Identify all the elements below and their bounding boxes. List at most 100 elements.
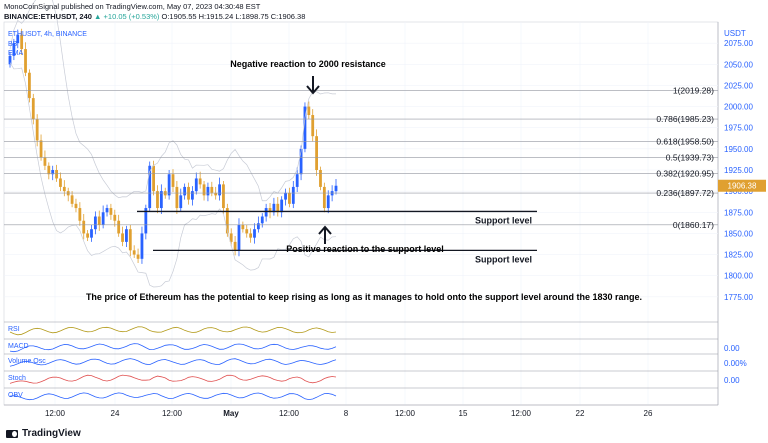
indicator-name: OBV — [8, 392, 23, 399]
legend-symbol: ETHUSDT, 4h, BINANCE — [8, 31, 87, 38]
candle-body — [315, 136, 318, 170]
y-tick-label: 2025.00 — [724, 81, 753, 90]
candle-body — [51, 170, 55, 175]
candle-body — [39, 140, 43, 158]
candle-body — [210, 186, 214, 193]
candle-body — [202, 184, 206, 196]
candle-body — [113, 214, 117, 221]
fib-level-label: 0.5(1939.73) — [666, 153, 714, 163]
x-tick-label: 8 — [344, 409, 349, 418]
down-arrow-icon — [306, 76, 320, 95]
indicator-name: Stoch — [8, 375, 26, 382]
y-tick-label: 2075.00 — [724, 39, 753, 48]
bollinger-upper — [9, 0, 337, 202]
y-tick-label: 1850.00 — [724, 229, 753, 238]
candle-body — [171, 174, 175, 187]
candle-body — [35, 119, 39, 141]
candle-body — [249, 233, 253, 238]
candle-body — [136, 254, 140, 259]
indicator-value: 0.00 — [724, 376, 740, 385]
candle-body — [12, 43, 16, 56]
resistance-annotation: Negative reaction to 2000 resistance — [230, 59, 386, 69]
candle-body — [311, 115, 315, 137]
candle-body — [148, 165, 152, 209]
candle-body — [140, 233, 144, 259]
candle-body — [218, 184, 221, 196]
fib-level-label: 1(2019.28) — [673, 85, 714, 95]
candle-body — [264, 208, 268, 217]
fib-level-label: 0.618(1958.50) — [656, 137, 714, 147]
candle-body — [268, 208, 272, 213]
candle-body — [322, 186, 326, 209]
candle-body — [24, 49, 27, 73]
candle-body — [86, 233, 90, 238]
fib-level-label: 0.382(1920.95) — [656, 168, 714, 178]
candle-body — [253, 229, 256, 238]
candle-body — [299, 148, 303, 175]
candle-body — [229, 233, 233, 242]
fib-level-label: 0.786(1985.23) — [656, 114, 714, 124]
candle-body — [43, 157, 47, 166]
candle-body — [241, 224, 245, 230]
support-label: Support level — [475, 215, 532, 225]
candle-body — [198, 178, 202, 185]
x-tick-label: 12:00 — [511, 409, 532, 418]
candle-body — [245, 229, 249, 234]
candle-body — [93, 216, 97, 230]
indicator-value: 0.00% — [724, 359, 747, 368]
candle-body — [179, 195, 183, 209]
indicator-line — [9, 343, 337, 353]
y-tick-label: 1775.00 — [724, 293, 753, 302]
up-arrow-icon — [318, 225, 332, 244]
candle-body — [28, 72, 31, 99]
candle-body — [284, 192, 287, 200]
y-tick-label: 2050.00 — [724, 60, 753, 69]
candle-body — [319, 170, 322, 187]
candle-body — [233, 241, 237, 251]
x-tick-label: 12:00 — [279, 409, 300, 418]
tradingview-brand: TradingView — [22, 428, 81, 439]
x-tick-label: 12:00 — [45, 409, 66, 418]
candle-body — [307, 106, 311, 116]
indicator-line — [9, 392, 337, 401]
candle-body — [117, 220, 121, 234]
publisher-line: MonoCoinSignal published on TradingView.… — [4, 2, 261, 11]
fib-level-label: 0(1860.17) — [673, 220, 714, 230]
candle-body — [78, 208, 82, 221]
candle-body — [159, 191, 163, 209]
change-label: ▲ +10.05 (+0.53%) — [94, 12, 160, 21]
tradingview-icon — [6, 429, 18, 438]
x-tick-label: 24 — [111, 409, 120, 418]
candle-body — [276, 203, 280, 213]
candle-body — [109, 208, 113, 215]
candle-body — [175, 186, 179, 209]
candle-body — [31, 98, 35, 120]
candle-body — [70, 195, 74, 204]
currency-label: USDT — [724, 29, 746, 38]
candle-body — [156, 191, 159, 209]
candle-body — [222, 184, 225, 209]
indicator-value: 0.00 — [724, 344, 740, 353]
candle-body — [128, 229, 132, 251]
candle-body — [280, 199, 284, 213]
candle-body — [326, 195, 330, 209]
last-price-value: 1906.38 — [728, 182, 757, 191]
candle-body — [132, 250, 136, 255]
ohlc-label: O:1905.55 H:1915.24 L:1898.75 C:1906.38 — [161, 12, 306, 21]
support-annotation: Positive reaction to the support level — [286, 244, 444, 254]
candle-body — [125, 229, 128, 242]
candle-body — [55, 170, 58, 179]
candle-body — [225, 208, 229, 234]
candle-body — [206, 186, 210, 196]
x-tick-label: 26 — [644, 409, 653, 418]
candle-body — [334, 185, 338, 192]
candle-body — [152, 165, 155, 192]
tradingview-logo[interactable]: TradingView — [6, 428, 81, 439]
x-tick-label: 12:00 — [395, 409, 416, 418]
candle-body — [260, 216, 264, 224]
x-tick-label: 22 — [576, 409, 585, 418]
candle-body — [121, 233, 124, 242]
candle-body — [62, 186, 66, 192]
candle-body — [183, 186, 187, 196]
